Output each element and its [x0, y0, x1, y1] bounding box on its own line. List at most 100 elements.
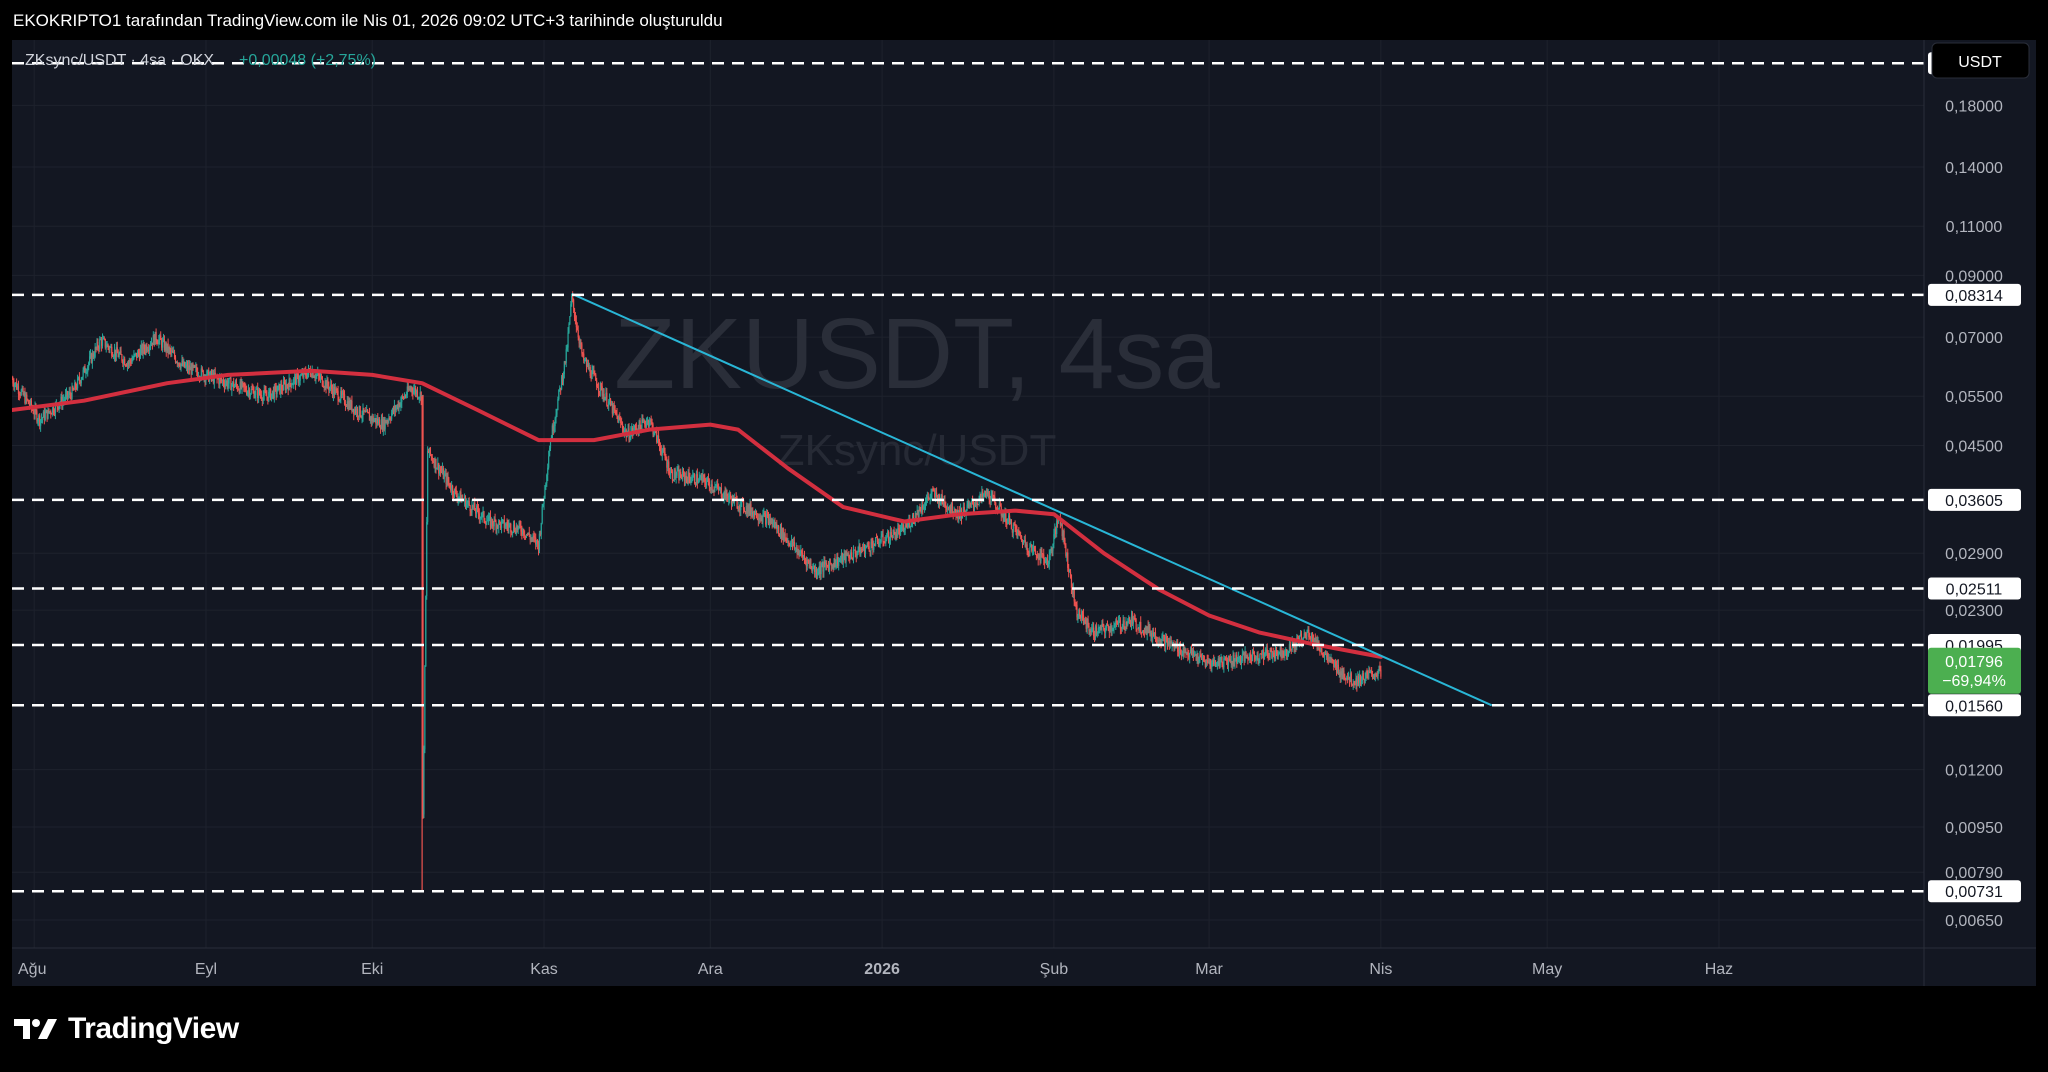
candle-body [945, 507, 947, 509]
candle-body [124, 358, 126, 366]
price-chart[interactable]: ZKUSDT, 4sa ZKsync/USDT 0,180000,140000,… [12, 40, 2036, 986]
candle-body [275, 386, 277, 394]
candle-body [904, 525, 906, 530]
candle-body [1292, 641, 1294, 643]
candle-body [614, 409, 616, 411]
candle-body [77, 377, 80, 379]
candle-body [1179, 643, 1182, 655]
candle-body [245, 386, 247, 391]
currency-button-label[interactable]: USDT [1958, 54, 2002, 71]
symbol-legend[interactable]: ZKsync/USDT · 4sa · OKX +0,00048 (+2,75%… [25, 52, 376, 69]
candle-body [704, 476, 706, 482]
candle-body [1064, 539, 1066, 546]
candle-body [645, 422, 648, 427]
candle-body [775, 523, 777, 529]
x-tick-label: 2026 [864, 961, 900, 978]
candle-body [158, 339, 160, 345]
candle-body [1209, 662, 1211, 666]
candle-body [1280, 647, 1282, 658]
candle-body [411, 387, 413, 391]
candle-body [776, 523, 778, 529]
candle-body [1017, 530, 1019, 537]
candle-body [903, 529, 905, 532]
candle-body [1156, 640, 1158, 643]
candle-body [524, 535, 527, 537]
candle-body [1323, 654, 1326, 657]
candle-body [698, 477, 700, 482]
candle-body [88, 356, 91, 363]
candle-body [1205, 660, 1207, 667]
candle-body [995, 502, 997, 509]
candle-body [1031, 544, 1033, 551]
price-axis[interactable]: 0,18000 0,14000 0,11000 0,09000 0,07000 0,055… [1945, 98, 2003, 930]
candle-body [397, 404, 399, 410]
candle-body [286, 384, 288, 387]
candle-body [564, 361, 566, 363]
candle-body [517, 526, 519, 530]
trendline-line[interactable] [571, 292, 1493, 707]
currency-button-bg[interactable] [1931, 42, 2030, 79]
candle-body [1212, 659, 1214, 663]
candle-body [276, 391, 278, 394]
time-axis[interactable]: Ağu Eyl Eki Kas Ara 2026 Şub Mar Nis May Haz [18, 961, 1733, 978]
currency-button[interactable]: USDT [1931, 42, 2030, 79]
horizontal-levels[interactable] [12, 61, 1924, 893]
candle-body [685, 475, 687, 479]
candle-body [510, 523, 512, 533]
candle-body [35, 407, 37, 412]
candle-body [1345, 678, 1347, 681]
tradingview-logo[interactable]: TradingView [14, 1012, 239, 1046]
candle-body [691, 480, 693, 482]
candle-body [873, 544, 875, 551]
candle-body [1379, 666, 1381, 670]
candle-body [815, 569, 818, 575]
candle-body [1073, 588, 1075, 602]
candle-body [1250, 659, 1253, 661]
candle-body [1020, 535, 1023, 541]
y-tick-label: 0,09000 [1945, 268, 2003, 285]
candle-body [1192, 650, 1194, 657]
current-price-badge: 0,01796 −69,94% [1928, 647, 2021, 694]
candle-body [359, 406, 361, 417]
candle-body [822, 563, 824, 572]
candle-body [338, 400, 340, 402]
candle-body [492, 524, 494, 527]
candle-body [1170, 640, 1172, 647]
symbol-title[interactable]: ZKsync/USDT · 4sa · OKX [25, 52, 214, 69]
candle-body [793, 541, 795, 549]
candle-body [1124, 626, 1126, 629]
candle-body [633, 426, 636, 431]
candle-body [511, 532, 513, 534]
candle-body [561, 376, 564, 382]
candle-body [272, 390, 274, 399]
candle-body [68, 391, 70, 395]
candle-body [137, 351, 139, 358]
candle-body [719, 487, 722, 489]
chart-panel[interactable]: ZKUSDT, 4sa ZKsync/USDT 0,18000 0,14000 0,… [12, 40, 2036, 986]
candle-body [985, 490, 988, 496]
candle-body [839, 559, 841, 561]
candle-body [610, 403, 613, 406]
candle-body [57, 406, 59, 410]
candle-body [263, 390, 265, 396]
candle-body [106, 344, 108, 347]
candle-body [1049, 551, 1051, 556]
candle-body [659, 445, 662, 451]
candle-body [1060, 524, 1062, 526]
candle-body [808, 560, 810, 564]
candle-body [933, 490, 935, 492]
trendline[interactable] [571, 292, 1493, 707]
candle-body [852, 549, 855, 560]
candle-body [1289, 644, 1291, 649]
candle-body [164, 343, 166, 351]
candle-body [29, 400, 32, 406]
candle-body [1159, 640, 1161, 642]
candle-body [1102, 623, 1104, 626]
candle-body [1081, 611, 1083, 619]
candle-body [669, 471, 672, 475]
candle-body [709, 487, 711, 490]
candle-body [596, 380, 598, 387]
candle-body [113, 356, 115, 358]
candle-body [152, 335, 154, 346]
candle-body [971, 500, 973, 503]
